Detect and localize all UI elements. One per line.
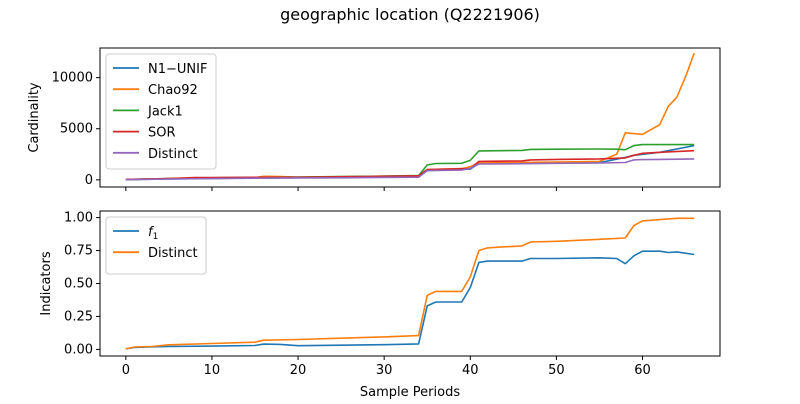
y-tick-label: 10000 [52,71,93,86]
y-axis-label: Indicators [39,251,54,315]
indicators-plot: 0.00 0.25 0.50 0.75 1.00 0 10 20 30 40 50 60 Indicat… [39,210,721,378]
y-axis-label: Cardinality [27,82,42,153]
legend-label: Distinct [148,147,198,162]
x-tick-label: 40 [462,363,479,378]
series-line [125,158,695,181]
y-tick-label: 0 [85,173,93,188]
x-tick-label: 30 [376,363,393,378]
y-tick-label: 0.25 [64,309,93,324]
legend-label: Distinct [148,246,198,261]
x-tick-label: 20 [290,363,307,378]
y-tick-label: 1.00 [64,211,93,226]
legend-label: Jack1 [147,104,183,119]
x-axis-label: Sample Periods [360,385,460,400]
x-tick-label: 60 [634,363,651,378]
series-line [125,217,695,350]
figure-title: geographic location (Q2221906) [280,5,540,24]
series-line [125,250,695,350]
x-tick-label: 10 [204,363,221,378]
cardinality-plot: 0 5000 10000 Cardinality N1−UNIF Chao92 Jack1 S… [27,47,721,191]
x-tick-label: 50 [548,363,565,378]
y-tick-label: 0.50 [64,277,93,292]
legend-label: f1 [148,225,158,242]
legend-label: N1−UNIF [148,62,207,77]
legend-label: SOR [148,126,176,141]
series-line [125,52,695,181]
y-tick-label: 0.00 [64,342,93,357]
legend-box [105,53,217,170]
legend-label: Chao92 [148,83,198,98]
x-tick-label: 0 [122,363,130,378]
y-tick-label: 5000 [60,122,93,137]
y-tick-label: 0.75 [64,244,93,259]
